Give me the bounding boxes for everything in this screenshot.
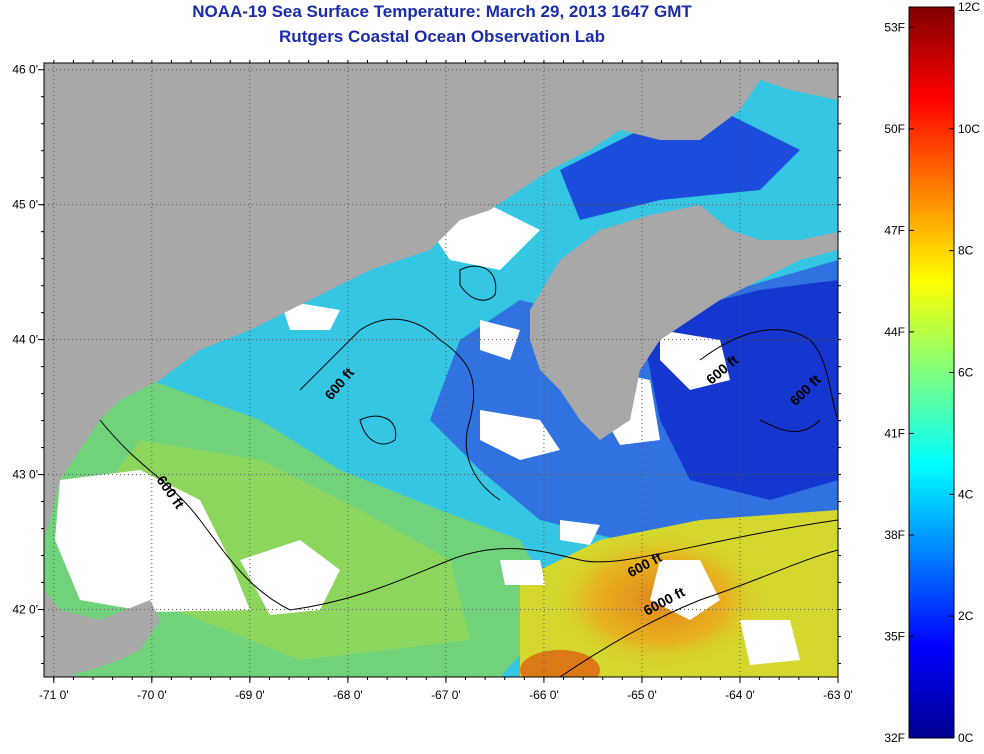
map-frame (43, 62, 839, 678)
lon-tick-label: -63 0' (823, 688, 853, 702)
axis-labels: -71 0' -70 0' -69 0' -68 0' -67 0' -66 0' -65 … (12, 63, 852, 702)
colorbar-f-label: 41F (884, 426, 905, 440)
lat-tick-label: 42 0' (12, 603, 38, 617)
gulf-stream-edge (520, 650, 600, 677)
cold-water-fundy (560, 110, 800, 220)
lon-tick-label: -66 0' (529, 688, 559, 702)
lon-tick-label: -71 0' (39, 688, 69, 702)
lat-tick-label: 43 0' (12, 468, 38, 482)
map-area (44, 63, 838, 677)
colorbar-f-label: 47F (884, 223, 905, 237)
colorbar-c-label: 8C (958, 244, 974, 258)
cloud-cover (55, 190, 800, 665)
colorbar-f-label: 50F (884, 122, 905, 136)
colorbar-c-label: 12C (958, 0, 980, 14)
colorbar-f-label: 44F (884, 325, 905, 339)
lon-tick-label: -64 0' (725, 688, 755, 702)
colorbar-c-label: 4C (958, 487, 974, 501)
lat-lon-grid (44, 63, 838, 677)
colorbar-c-label: 10C (958, 122, 980, 136)
lon-tick-label: -65 0' (627, 688, 657, 702)
colorbar-f-label: 38F (884, 528, 905, 542)
axis-ticks (38, 60, 841, 683)
lon-tick-label: -69 0' (235, 688, 265, 702)
lon-tick-label: -68 0' (333, 688, 363, 702)
lat-tick-label: 45 0' (12, 198, 38, 212)
map-subtitle: Rutgers Coastal Ocean Observation Lab (279, 27, 605, 46)
lat-tick-label: 44 0' (12, 333, 38, 347)
colorbar-ticks: 53F 50F 47F 44F 41F 38F 35F 32F 12C 10C 8C 6C 4C 2C 0C (884, 0, 980, 745)
bathymetry-contours (99, 265, 838, 677)
colorbar-f-label: 53F (884, 20, 905, 34)
colorbar-f-label: 35F (884, 629, 905, 643)
map-title: NOAA-19 Sea Surface Temperature: March 2… (192, 2, 692, 21)
colorbar (908, 6, 955, 739)
colorbar-c-label: 0C (958, 731, 974, 745)
lon-tick-label: -67 0' (431, 688, 461, 702)
lon-tick-label: -70 0' (137, 688, 167, 702)
lat-tick-label: 46 0' (12, 63, 38, 77)
land (44, 63, 838, 677)
colorbar-c-label: 6C (958, 366, 974, 380)
colorbar-c-label: 2C (958, 609, 974, 623)
colorbar-f-label: 32F (884, 731, 905, 745)
